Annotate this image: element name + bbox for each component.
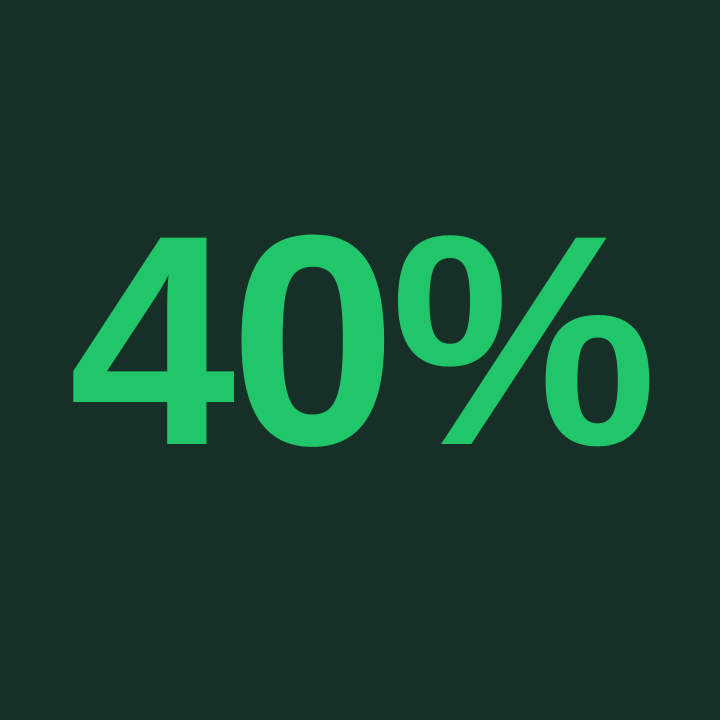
percentage-value: 40% [68,172,657,508]
